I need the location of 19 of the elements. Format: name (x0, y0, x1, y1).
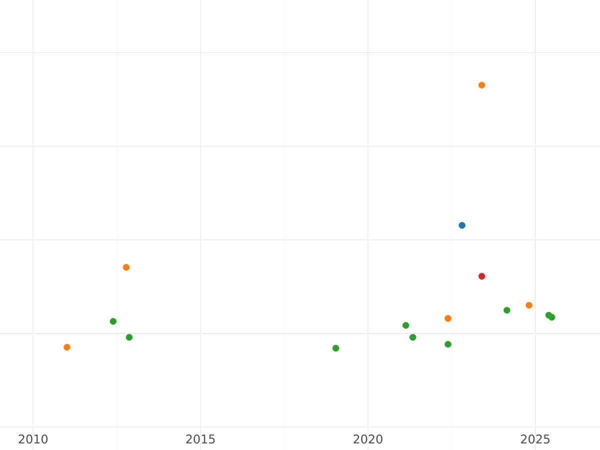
point (126, 334, 133, 341)
point (332, 344, 340, 352)
point (409, 334, 416, 341)
point (458, 222, 466, 229)
x-tick-label: 2020 (354, 434, 382, 444)
point (444, 315, 452, 322)
point (504, 306, 510, 314)
x-tick-label: 2015 (186, 434, 215, 444)
point (548, 314, 556, 321)
point (110, 318, 117, 325)
x-tick-label: 2010 (18, 434, 48, 444)
point (64, 344, 70, 351)
point (478, 82, 486, 89)
point (402, 322, 410, 329)
x-tick-label: 2025 (521, 434, 550, 444)
point (478, 272, 486, 280)
point (444, 340, 452, 348)
point (122, 264, 130, 271)
point (526, 302, 532, 309)
